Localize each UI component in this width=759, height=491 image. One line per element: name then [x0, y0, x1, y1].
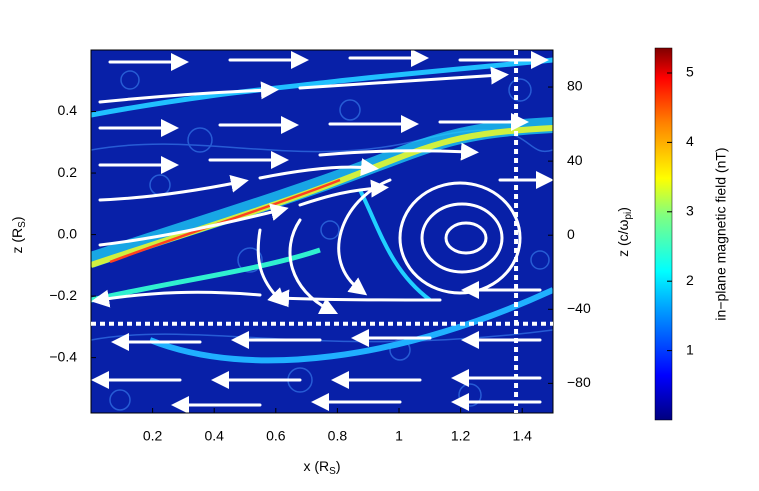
colorbar-tick-label: 3: [686, 202, 694, 218]
y2-tick-label: 80: [567, 78, 583, 94]
x-tick-label: 1: [395, 428, 403, 444]
y2-tick-label: −80: [567, 374, 591, 390]
field-image: [91, 50, 553, 413]
x-label-tail: ): [336, 458, 341, 474]
y-axis-label: z (RS): [9, 216, 28, 253]
y2-label-text: z (c/ω: [615, 219, 631, 256]
y2-label-sub: pi: [623, 212, 634, 220]
y2-tick-label: 40: [567, 152, 583, 168]
y-tick-label: 0.2: [58, 164, 78, 180]
y-tick-label: 0.0: [58, 225, 78, 241]
x-tick-label: 1.2: [451, 428, 471, 444]
y2-axis-label: z (c/ωpi): [615, 207, 634, 257]
colorbar-label: in−plane magnetic field (nT): [713, 147, 729, 320]
y-label-tail: ): [9, 216, 25, 221]
colorbar-tick-label: 1: [686, 341, 694, 357]
x-tick-label: 0.8: [328, 428, 348, 444]
x-tick-label: 0.6: [266, 428, 286, 444]
y-label-sub: S: [17, 221, 28, 228]
x-tick-label: 0.2: [143, 428, 163, 444]
colorbar: [654, 47, 673, 421]
y2-label-tail: ): [615, 207, 631, 212]
x-label-text: x (R: [303, 458, 329, 474]
y-tick-label: −0.4: [49, 348, 77, 364]
x-label-sub: S: [329, 466, 336, 477]
y-tick-label: 0.4: [58, 102, 78, 118]
y-label-text: z (R: [9, 228, 25, 254]
plot-frame: [90, 49, 554, 414]
x-axis-label: x (RS): [303, 458, 340, 477]
y2-tick-label: 0: [567, 226, 575, 242]
x-tick-label: 0.4: [204, 428, 224, 444]
y2-tick-label: −40: [567, 300, 591, 316]
x-tick-label: 1.4: [512, 428, 532, 444]
colorbar-tick-label: 4: [686, 133, 694, 149]
y-tick-label: −0.2: [49, 287, 77, 303]
colorbar-tick-label: 2: [686, 272, 694, 288]
colorbar-tick-label: 5: [686, 64, 694, 80]
